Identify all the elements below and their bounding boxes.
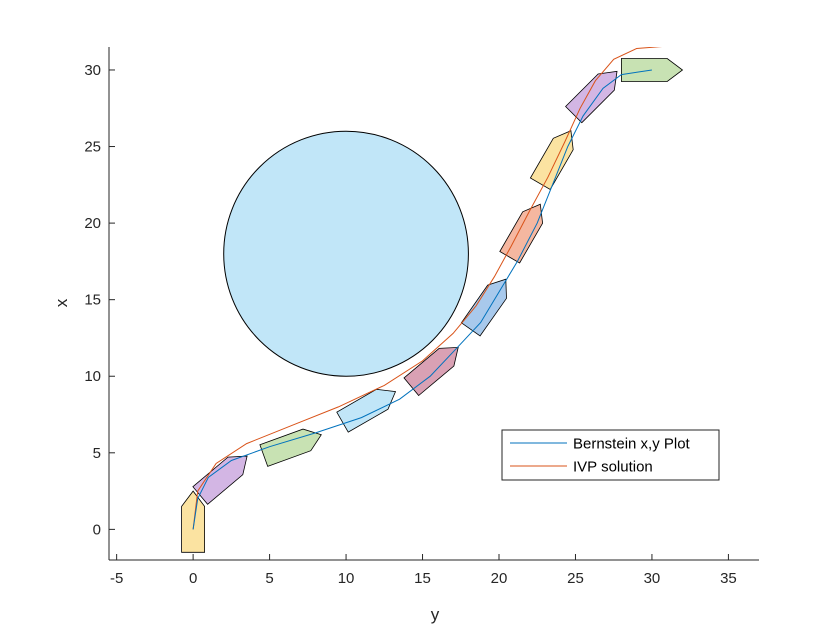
- y-tick-label: 30: [84, 62, 101, 79]
- x-tick-label: 35: [720, 570, 737, 587]
- x-tick-label: 20: [491, 570, 508, 587]
- plot-area: [181, 47, 684, 553]
- x-tick-label: 5: [265, 570, 273, 587]
- x-tick-label: 30: [644, 570, 661, 587]
- x-tick-label: -5: [110, 570, 123, 587]
- vehicle-10: [621, 58, 684, 82]
- y-axis-label: x: [52, 298, 71, 307]
- x-axis-label: y: [431, 605, 440, 624]
- series-line-ivp: [192, 47, 663, 530]
- y-tick-label: 25: [84, 139, 101, 156]
- vehicle-3: [259, 428, 322, 467]
- y-tick-label: 15: [84, 292, 101, 309]
- legend-box: [501, 429, 720, 481]
- vehicle-8: [529, 130, 574, 191]
- plot-content: [181, 47, 684, 553]
- x-tick-label: 25: [567, 570, 584, 587]
- y-tick-label: 20: [84, 215, 101, 232]
- obstacle-circle: [223, 130, 469, 377]
- x-tick-label: 10: [338, 570, 355, 587]
- y-tick-label: 0: [93, 521, 101, 538]
- vehicle-5: [403, 346, 459, 397]
- axes: -5 0 5 10 15 20 25 30 35 0 5 10 15 20 25 30: [84, 47, 759, 587]
- legend-label-bernstein: Bernstein x,y Plot: [573, 436, 691, 453]
- y-tick-label: 10: [84, 368, 101, 385]
- y-tick-label: 5: [93, 445, 101, 462]
- vehicle-2: [192, 455, 248, 505]
- vehicle-6: [460, 278, 507, 337]
- x-tick-label: 15: [414, 570, 431, 587]
- legend: Bernstein x,y Plot IVP solution: [501, 429, 720, 481]
- legend-label-ivp: IVP solution: [573, 459, 653, 476]
- x-tick-label: 0: [189, 570, 197, 587]
- vehicle-1: [181, 490, 206, 553]
- series-line-bernstein: [192, 69, 652, 530]
- vehicle-9: [565, 70, 618, 124]
